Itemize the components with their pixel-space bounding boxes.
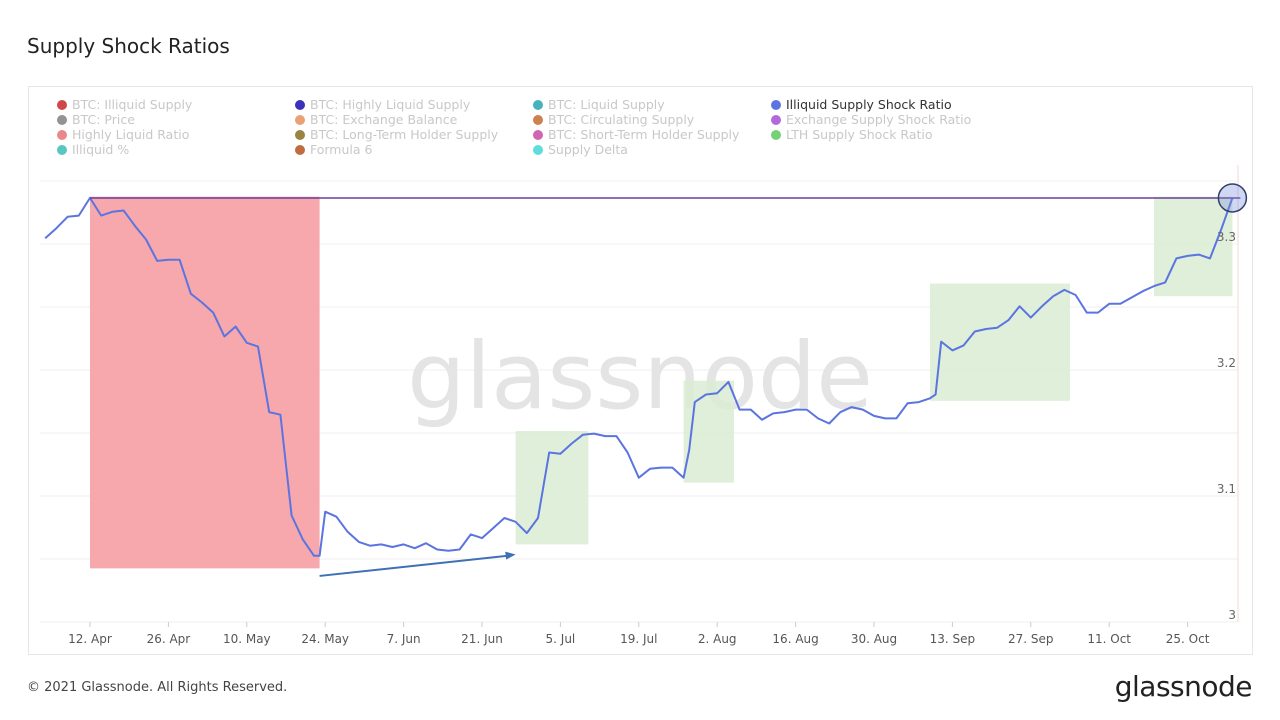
legend-item[interactable]: BTC: Illiquid Supply	[57, 98, 295, 112]
legend-dot-icon	[533, 100, 543, 110]
glassnode-logo: glassnode	[1114, 670, 1253, 703]
legend-label: BTC: Highly Liquid Supply	[310, 97, 471, 112]
x-tick-label: 10. May	[223, 632, 271, 646]
legend-dot-icon	[295, 145, 305, 155]
legend-label: BTC: Long-Term Holder Supply	[310, 127, 499, 142]
x-tick-label: 13. Sep	[930, 632, 976, 646]
legend-dot-icon	[771, 100, 781, 110]
decline-highlight-box	[90, 196, 320, 569]
highlight-circle	[1217, 183, 1248, 213]
legend-label: Illiquid Supply Shock Ratio	[786, 97, 952, 112]
legend-dot-icon	[57, 100, 67, 110]
y-tick-label: 3	[1228, 608, 1236, 622]
legend-item[interactable]: BTC: Short-Term Holder Supply	[533, 128, 771, 142]
page-title: Supply Shock Ratios	[27, 34, 230, 58]
arrow-head-icon	[505, 551, 516, 560]
legend-dot-icon	[533, 130, 543, 140]
legend-dot-icon	[295, 115, 305, 125]
legend-label: BTC: Exchange Balance	[310, 112, 458, 127]
legend-item[interactable]: Highly Liquid Ratio	[57, 128, 295, 142]
legend-item[interactable]: BTC: Exchange Balance	[295, 113, 533, 127]
legend-label: BTC: Short-Term Holder Supply	[548, 127, 740, 142]
x-tick-label: 7. Jun	[387, 632, 421, 646]
x-tick-label: 26. Apr	[147, 632, 191, 646]
legend-dot-icon	[295, 130, 305, 140]
legend-item[interactable]: Supply Delta	[533, 143, 771, 157]
x-tick-label: 21. Jun	[461, 632, 503, 646]
legend-dot-icon	[57, 115, 67, 125]
x-tick-label: 11. Oct	[1087, 632, 1131, 646]
legend-dot-icon	[771, 115, 781, 125]
copyright: © 2021 Glassnode. All Rights Reserved.	[27, 680, 288, 695]
legend-dot-icon	[57, 130, 67, 140]
y-tick-label: 3.3	[1217, 230, 1236, 244]
legend-label: LTH Supply Shock Ratio	[786, 127, 933, 142]
legend-label: Supply Delta	[548, 142, 628, 157]
legend-item[interactable]: BTC: Long-Term Holder Supply	[295, 128, 533, 142]
legend-dot-icon	[771, 130, 781, 140]
legend-dot-icon	[57, 145, 67, 155]
legend-item[interactable]: BTC: Price	[57, 113, 295, 127]
legend-dot-icon	[533, 145, 543, 155]
rise-highlight-box	[515, 431, 589, 545]
legend-label: Highly Liquid Ratio	[72, 127, 190, 142]
legend-item[interactable]: Exchange Supply Shock Ratio	[771, 113, 1011, 127]
legend-item[interactable]: BTC: Circulating Supply	[533, 113, 771, 127]
legend-label: Exchange Supply Shock Ratio	[786, 112, 972, 127]
legend-item[interactable]: BTC: Highly Liquid Supply	[295, 98, 533, 112]
watermark: glassnode	[407, 323, 873, 430]
legend-label: BTC: Liquid Supply	[548, 97, 665, 112]
legend-label: BTC: Price	[72, 112, 135, 127]
legend-item[interactable]: Formula 6	[295, 143, 533, 157]
x-tick-label: 25. Oct	[1166, 632, 1210, 646]
legend-item[interactable]: Illiquid Supply Shock Ratio	[771, 98, 1011, 112]
legend-item[interactable]: LTH Supply Shock Ratio	[771, 128, 1011, 142]
series-line	[44, 196, 1234, 557]
x-tick-label: 30. Aug	[851, 632, 897, 646]
x-tick-label: 12. Apr	[68, 632, 112, 646]
y-tick-label: 3.2	[1217, 356, 1236, 370]
legend-label: Formula 6	[310, 142, 373, 157]
legend: BTC: Illiquid Supply BTC: Highly Liquid S…	[57, 98, 1017, 157]
legend-item[interactable]: BTC: Liquid Supply	[533, 98, 771, 112]
legend-dot-icon	[295, 100, 305, 110]
trend-arrow	[319, 554, 510, 577]
y-tick-label: 3.1	[1217, 482, 1236, 496]
x-tick-label: 16. Aug	[772, 632, 818, 646]
x-tick-label: 19. Jul	[620, 632, 657, 646]
x-tick-label: 5. Jul	[546, 632, 576, 646]
x-tick-label: 24. May	[301, 632, 349, 646]
legend-label: BTC: Illiquid Supply	[72, 97, 193, 112]
legend-label: BTC: Circulating Supply	[548, 112, 695, 127]
legend-label: Illiquid %	[72, 142, 130, 157]
x-tick-label: 27. Sep	[1008, 632, 1054, 646]
x-tick-label: 2. Aug	[698, 632, 737, 646]
legend-dot-icon	[533, 115, 543, 125]
legend-item[interactable]: Illiquid %	[57, 143, 295, 157]
chart-frame	[28, 86, 1253, 655]
